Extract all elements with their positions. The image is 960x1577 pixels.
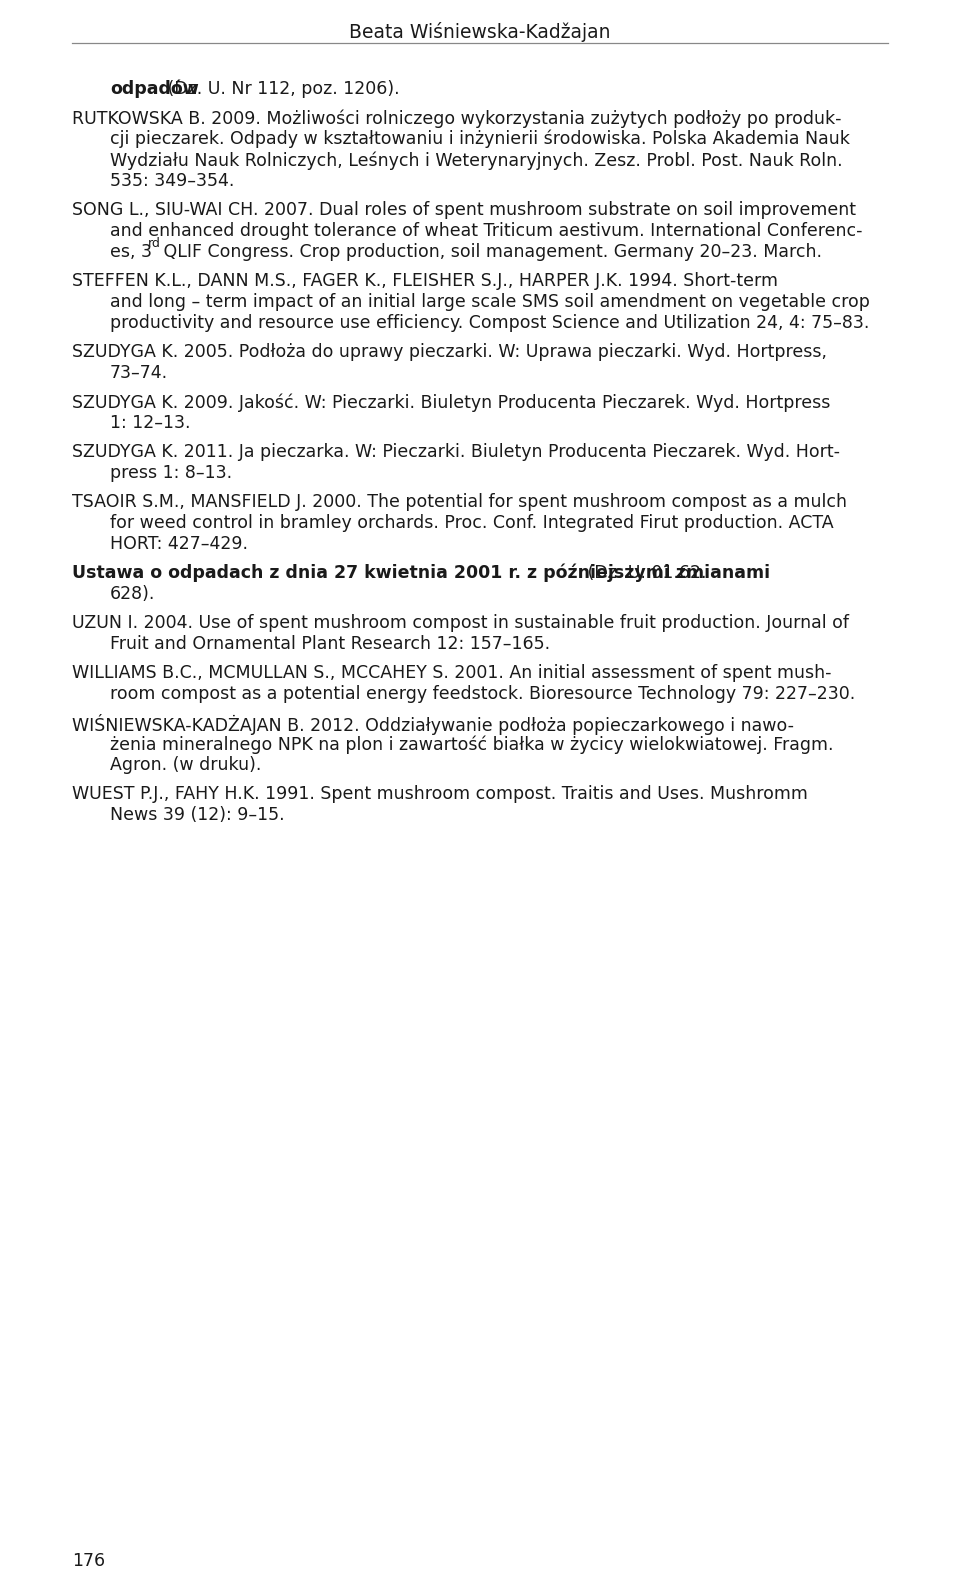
Text: RUTKOWSKA B. 2009. Możliwości rolniczego wykorzystania zużytych podłoży po produ: RUTKOWSKA B. 2009. Możliwości rolniczego…	[72, 109, 842, 128]
Text: 1: 12–13.: 1: 12–13.	[110, 415, 190, 432]
Text: cji pieczarek. Odpady w kształtowaniu i inżynierii środowiska. Polska Akademia N: cji pieczarek. Odpady w kształtowaniu i …	[110, 129, 850, 148]
Text: WUEST P.J., FAHY H.K. 1991. Spent mushroom compost. Traitis and Uses. Mushromm: WUEST P.J., FAHY H.K. 1991. Spent mushro…	[72, 785, 808, 803]
Text: 628).: 628).	[110, 585, 156, 602]
Text: room compost as a potential energy feedstock. Bioresource Technology 79: 227–230: room compost as a potential energy feeds…	[110, 684, 855, 703]
Text: and long – term impact of an initial large scale SMS soil amendment on vegetable: and long – term impact of an initial lar…	[110, 293, 870, 311]
Text: press 1: 8–13.: press 1: 8–13.	[110, 464, 232, 483]
Text: TSAOIR S.M., MANSFIELD J. 2000. The potential for spent mushroom compost as a mu: TSAOIR S.M., MANSFIELD J. 2000. The pote…	[72, 494, 847, 511]
Text: rd: rd	[148, 238, 160, 251]
Text: Beata Wiśniewska-Kadžajan: Beata Wiśniewska-Kadžajan	[349, 22, 611, 43]
Text: Agron. (w druku).: Agron. (w druku).	[110, 755, 261, 774]
Text: (Dz. U. Nr 112, poz. 1206).: (Dz. U. Nr 112, poz. 1206).	[162, 80, 400, 98]
Text: Fruit and Ornamental Plant Research 12: 157–165.: Fruit and Ornamental Plant Research 12: …	[110, 636, 550, 653]
Text: 176: 176	[72, 1552, 106, 1571]
Text: UZUN I. 2004. Use of spent mushroom compost in sustainable fruit production. Jou: UZUN I. 2004. Use of spent mushroom comp…	[72, 613, 849, 632]
Text: Ustawa o odpadach z dnia 27 kwietnia 2001 r. z późniejszymi zmianami: Ustawa o odpadach z dnia 27 kwietnia 200…	[72, 565, 770, 582]
Text: QLIF Congress. Crop production, soil management. Germany 20–23. March.: QLIF Congress. Crop production, soil man…	[158, 243, 823, 262]
Text: STEFFEN K.L., DANN M.S., FAGER K., FLEISHER S.J., HARPER J.K. 1994. Short-term: STEFFEN K.L., DANN M.S., FAGER K., FLEIS…	[72, 271, 778, 290]
Text: and enhanced drought tolerance of wheat Triticum aestivum. International Confere: and enhanced drought tolerance of wheat …	[110, 222, 862, 240]
Text: SZUDYGA K. 2009. Jakość. W: Pieczarki. Biuletyn Producenta Pieczarek. Wyd. Hortp: SZUDYGA K. 2009. Jakość. W: Pieczarki. B…	[72, 393, 830, 412]
Text: es, 3: es, 3	[110, 243, 152, 262]
Text: SONG L., SIU-WAI CH. 2007. Dual roles of spent mushroom substrate on soil improv: SONG L., SIU-WAI CH. 2007. Dual roles of…	[72, 200, 856, 219]
Text: SZUDYGA K. 2005. Podłoża do uprawy pieczarki. W: Uprawa pieczarki. Wyd. Hortpres: SZUDYGA K. 2005. Podłoża do uprawy piecz…	[72, 344, 827, 361]
Text: News 39 (12): 9–15.: News 39 (12): 9–15.	[110, 806, 284, 825]
Text: WIŚNIEWSKA-KADŻAJAN B. 2012. Oddziaływanie podłoża popieczarkowego i nawo-: WIŚNIEWSKA-KADŻAJAN B. 2012. Oddziaływan…	[72, 714, 794, 735]
Text: WILLIAMS B.C., MCMULLAN S., MCCAHEY S. 2001. An initial assessment of spent mush: WILLIAMS B.C., MCMULLAN S., MCCAHEY S. 2…	[72, 664, 831, 681]
Text: 73–74.: 73–74.	[110, 364, 168, 382]
Text: Wydziału Nauk Rolniczych, Leśnych i Weterynaryjnych. Zesz. Probl. Post. Nauk Rol: Wydziału Nauk Rolniczych, Leśnych i Wete…	[110, 151, 843, 169]
Text: HORT: 427–429.: HORT: 427–429.	[110, 535, 248, 554]
Text: żenia mineralnego NPK na plon i zawartość białka w życicy wielokwiatowej. Fragm.: żenia mineralnego NPK na plon i zawartoś…	[110, 735, 833, 754]
Text: productivity and resource use efficiency. Compost Science and Utilization 24, 4:: productivity and resource use efficiency…	[110, 314, 870, 333]
Text: for weed control in bramley orchards. Proc. Conf. Integrated Firut production. A: for weed control in bramley orchards. Pr…	[110, 514, 833, 531]
Text: SZUDYGA K. 2011. Ja pieczarka. W: Pieczarki. Biuletyn Producenta Pieczarek. Wyd.: SZUDYGA K. 2011. Ja pieczarka. W: Piecza…	[72, 443, 840, 460]
Text: 535: 349–354.: 535: 349–354.	[110, 172, 234, 189]
Text: odpadów: odpadów	[110, 80, 199, 98]
Text: (Dz. U. 01.62.: (Dz. U. 01.62.	[582, 565, 707, 582]
